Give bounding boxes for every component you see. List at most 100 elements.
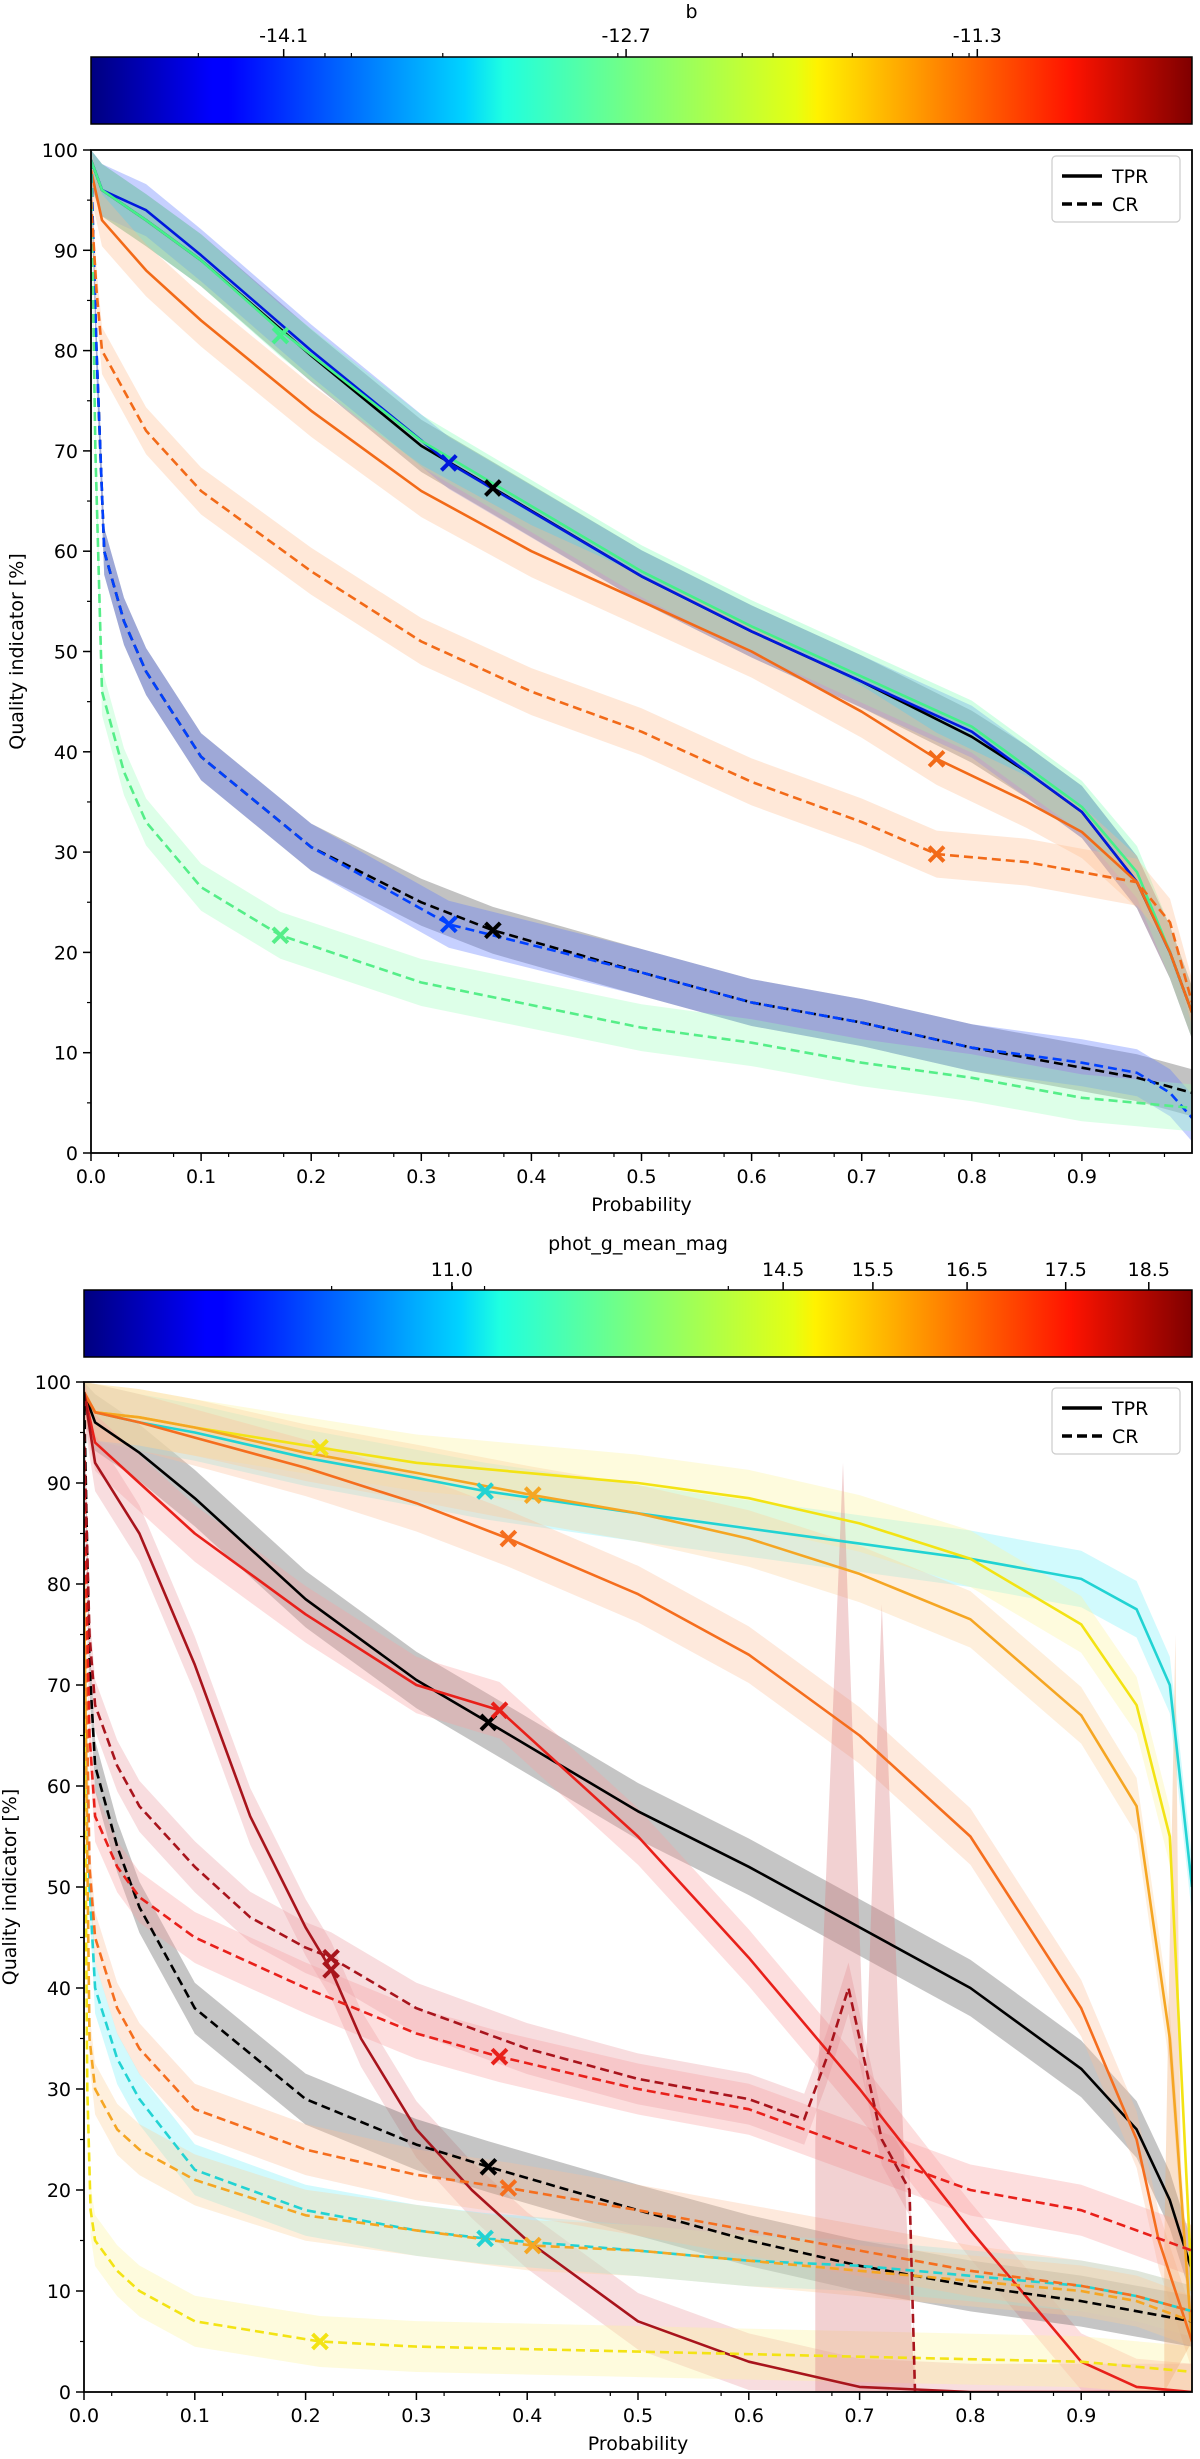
uncertainty-band	[84, 1407, 915, 2392]
axes-frame	[84, 1382, 1192, 2392]
y-tick-label: 50	[54, 642, 78, 664]
x-axis: 0.0 0.1 0.2 0.3 0.4 0.5 0.6 0.7 0.8 0.9	[76, 1153, 1166, 1188]
series-line	[84, 1583, 1192, 2323]
series-marker	[439, 454, 458, 472]
series-marker	[484, 479, 502, 497]
series-marker	[490, 1701, 509, 1720]
y-tick-label: 60	[47, 1776, 71, 1798]
series-markers	[311, 1438, 542, 2351]
series-line	[84, 1432, 917, 2392]
colorbar-tick-label: -12.7	[602, 25, 651, 47]
legend-tpr-label: TPR	[1111, 1398, 1148, 1420]
colorbar-tick-label: 15.5	[852, 1259, 894, 1281]
x-tick-label: 0.1	[186, 1166, 216, 1188]
colorbar-ticks: -14.1 -12.7 -11.3	[197, 25, 1002, 57]
x-tick-label: 0.1	[180, 2405, 210, 2427]
series-line	[84, 1392, 1192, 2323]
series-line	[84, 1391, 1192, 2342]
colorbar-tick-label: -14.1	[259, 25, 308, 47]
series-marker	[271, 926, 290, 945]
series-line	[84, 1533, 1192, 2313]
x-tick-label: 0.0	[76, 1166, 106, 1188]
legend-cr-label: CR	[1112, 194, 1138, 216]
series-line	[84, 1634, 1192, 2374]
y-tick-label: 0	[66, 1143, 78, 1165]
x-axis: 0.0 0.1 0.2 0.3 0.4 0.5 0.6 0.7 0.8 0.9	[69, 2392, 1165, 2427]
series-marker	[311, 2332, 329, 2351]
series-line	[91, 159, 1192, 1014]
y-tick-label: 80	[54, 341, 78, 363]
y-tick-label: 70	[54, 441, 78, 463]
series-marker	[490, 2047, 509, 2066]
y-tick-label: 70	[47, 1675, 71, 1697]
uncertainty-band	[84, 1382, 1192, 2370]
plot-area: 0.0 0.1 0.2 0.3 0.4 0.5 0.6 0.7 0.8 0.9 0 10 20 30 40…	[6, 140, 1193, 1216]
y-tick-label: 10	[54, 1043, 78, 1065]
series-marker	[311, 1438, 329, 1457]
x-tick-label: 0.2	[290, 2405, 320, 2427]
chart-b: b -14.1 -12.7 -11.3 0.0 0.1 0.2 0.3 0.4 0.5 0.6 0…	[6, 1, 1193, 1216]
series-line	[91, 169, 1192, 1014]
x-axis-label: Probability	[591, 1194, 691, 1216]
y-tick-label: 60	[54, 541, 78, 563]
y-axis: 0 10 20 30 40 50 60 70 80 90 100	[42, 140, 91, 1165]
legend: TPR CR	[1051, 1387, 1181, 1455]
y-tick-label: 90	[47, 1473, 71, 1495]
series-marker	[499, 1529, 518, 1548]
legend: TPR CR	[1051, 155, 1181, 223]
x-tick-label: 0.8	[955, 2405, 985, 2427]
y-tick-label: 30	[47, 2079, 71, 2101]
series-marker	[499, 2179, 518, 2197]
series-marker	[523, 2236, 542, 2255]
series-marker	[479, 1713, 498, 1732]
y-axis: 0 10 20 30 40 50 60 70 80 90 100	[35, 1372, 84, 2404]
colorbar-label: phot_g_mean_mag	[548, 1233, 728, 1255]
y-tick-label: 20	[54, 942, 78, 964]
x-tick-label: 0.6	[736, 1166, 766, 1188]
uncertainty-band	[84, 1437, 1192, 2277]
series-marker	[322, 1960, 340, 1979]
chart-phot-g-mean-mag: phot_g_mean_mag 11.0 14.5 15.5 16.5 17.5 18.5…	[0, 1233, 1193, 2455]
colorbar-tick-label: 17.5	[1045, 1259, 1087, 1281]
series-line	[84, 1533, 1192, 2313]
y-tick-label: 30	[54, 842, 78, 864]
legend-cr-label: CR	[1112, 1426, 1138, 1448]
series-marker	[927, 749, 946, 768]
x-tick-label: 0.4	[516, 1166, 546, 1188]
y-tick-label: 100	[42, 140, 78, 162]
series-lines	[91, 159, 1192, 1119]
uncertainty-band	[84, 1609, 1192, 2392]
y-tick-label: 40	[54, 742, 78, 764]
colorbar	[83, 1289, 1193, 1358]
series-line	[84, 1391, 1192, 2272]
uncertainty-band	[91, 150, 1192, 1039]
uncertainty-band	[84, 1382, 1192, 2347]
legend-tpr-label: TPR	[1111, 166, 1148, 188]
uncertainty-band	[84, 1382, 1192, 2392]
colorbar-tick-label: -11.3	[953, 25, 1002, 47]
x-tick-label: 0.5	[626, 1166, 656, 1188]
x-tick-label: 0.9	[1067, 1166, 1097, 1188]
series-line	[91, 159, 1192, 1014]
series-marker	[479, 2157, 498, 2176]
series-marker	[484, 921, 502, 940]
x-tick-label: 0.7	[844, 2405, 874, 2427]
series-line	[84, 1391, 1192, 2342]
series-line	[84, 1391, 1192, 2392]
series-marker	[476, 1482, 494, 1500]
uncertainty-band	[91, 150, 1192, 1039]
series-marker	[271, 326, 290, 345]
colorbar-tick-label: 16.5	[946, 1259, 988, 1281]
uncertainty-band	[91, 150, 1192, 1039]
colorbar-tick-label: 14.5	[762, 1259, 804, 1281]
x-tick-label: 0.8	[957, 1166, 987, 1188]
series-marker	[476, 2229, 494, 2248]
series-line	[91, 159, 1192, 1110]
y-tick-label: 100	[35, 1372, 71, 1394]
x-tick-label: 0.5	[623, 2405, 653, 2427]
uncertainty-band	[91, 150, 1192, 1142]
series-lines	[84, 1391, 1192, 2392]
uncertainty-band	[84, 1382, 1192, 1916]
y-tick-label: 20	[47, 2180, 71, 2202]
x-tick-label: 0.2	[296, 1166, 326, 1188]
